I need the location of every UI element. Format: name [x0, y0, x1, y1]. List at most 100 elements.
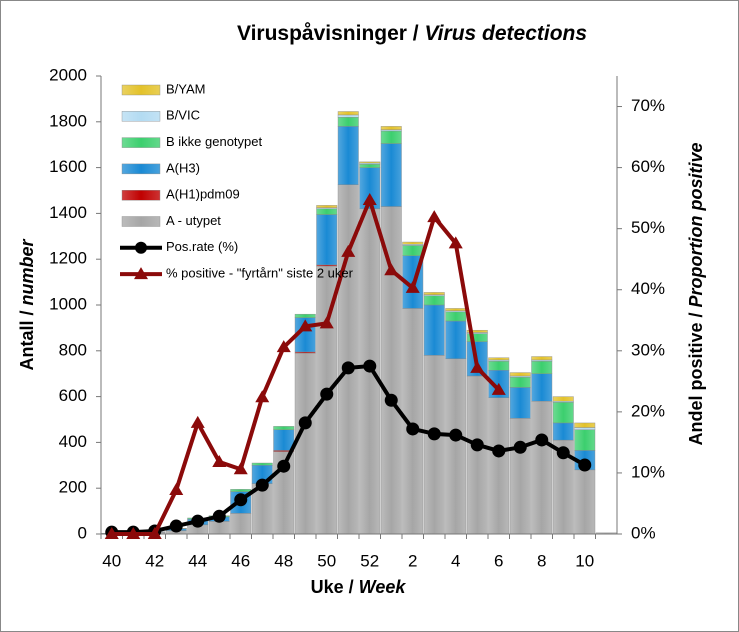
bar-segment	[488, 397, 510, 535]
bar-segment	[574, 422, 596, 428]
line-marker	[362, 192, 377, 205]
bar-segment	[531, 400, 553, 535]
line-marker	[255, 390, 270, 403]
y-tick-label: 1400	[49, 203, 87, 222]
bar-segment	[380, 130, 402, 144]
bar-segment	[552, 422, 574, 441]
bar-segment	[445, 311, 467, 322]
y-tick-label: 200	[59, 478, 87, 497]
bar-segment	[552, 396, 574, 402]
y-label-italic: number	[17, 238, 37, 305]
bar-segment	[423, 304, 445, 356]
line-marker	[277, 459, 291, 473]
bar-segment	[509, 387, 531, 419]
y2-tick-label: 40%	[631, 279, 665, 298]
line-marker	[341, 244, 356, 257]
legend-swatch	[121, 189, 161, 201]
bar-segment	[380, 206, 402, 535]
line-marker	[406, 422, 420, 436]
y-tick-label: 800	[59, 340, 87, 359]
bar-segment	[402, 245, 424, 256]
line-marker	[212, 454, 227, 467]
bar-segment	[466, 375, 488, 535]
bar-segment	[423, 355, 445, 535]
legend-label: Pos.rate (%)	[166, 239, 238, 254]
x-tick-label: 4	[451, 551, 460, 570]
bar-segment	[380, 126, 402, 131]
bar-segment	[359, 163, 381, 168]
line-marker	[470, 360, 485, 373]
bar-segment	[294, 352, 316, 535]
line-marker	[169, 483, 184, 496]
bar-segment	[337, 111, 359, 116]
bar-segment	[294, 313, 316, 318]
bar-segment	[402, 241, 424, 245]
legend-swatch	[121, 137, 161, 148]
bar-segment	[488, 360, 510, 371]
line-marker	[492, 444, 506, 458]
bar-segment	[359, 161, 381, 164]
y2-tick-label: 30%	[631, 340, 665, 359]
bar-segment	[509, 372, 531, 377]
legend-label: A(H1)pdm09	[166, 187, 240, 202]
legend-label: B ikke genotypet	[166, 134, 263, 149]
y2-label-italic: Proportion positive	[686, 142, 706, 307]
line-marker	[384, 263, 399, 276]
bar-segment	[509, 376, 531, 388]
y-tick-label: 1600	[49, 157, 87, 176]
line-marker	[513, 440, 527, 454]
line-marker	[233, 462, 248, 475]
x-tick-label: 10	[575, 551, 594, 570]
x-tick-label: 52	[360, 551, 379, 570]
legend-swatch	[121, 216, 161, 227]
bar-segment	[251, 462, 273, 466]
x-tick-label: 42	[145, 551, 164, 570]
line-marker	[298, 416, 312, 430]
bar-segment	[574, 427, 596, 431]
title-italic: Virus detections	[424, 22, 587, 45]
x-tick-label: 48	[274, 551, 293, 570]
legend-label: B/VIC	[166, 108, 200, 123]
line-marker	[255, 478, 269, 492]
line-marker	[320, 387, 334, 401]
line-marker	[578, 458, 592, 472]
y2-tick-label: 70%	[631, 96, 665, 115]
legend-label: % positive - "fyrtårn" siste 2 uker	[166, 266, 354, 281]
legend-swatch	[121, 84, 161, 96]
legend-swatch	[121, 111, 161, 122]
line-marker	[234, 493, 248, 507]
bar-segment	[423, 295, 445, 306]
bar-segment	[574, 429, 596, 451]
line-marker	[556, 446, 570, 460]
y-tick-label: 1200	[49, 249, 87, 268]
line-marker	[298, 319, 313, 332]
line-marker	[319, 316, 334, 329]
y2-label-main: Andel positive /	[686, 307, 706, 445]
bar-segment	[423, 292, 445, 295]
bar-segment	[531, 356, 553, 361]
bar-segment	[337, 117, 359, 127]
legend-swatch	[121, 163, 161, 175]
line-marker	[405, 280, 420, 293]
line-marker	[104, 527, 119, 539]
bar-segment	[531, 360, 553, 374]
y2-axis-label: Andel positive / Proportion positive	[686, 142, 706, 445]
x-tick-label: 50	[317, 551, 336, 570]
y-tick-label: 1800	[49, 111, 87, 130]
y-tick-label: 2000	[49, 65, 87, 84]
x-tick-label: 40	[102, 551, 121, 570]
x-tick-label: 6	[494, 551, 503, 570]
bar-segment	[466, 329, 488, 333]
line-marker	[212, 509, 226, 523]
line-marker	[427, 427, 441, 441]
y-tick-label: 400	[59, 432, 87, 451]
line-marker	[363, 359, 377, 373]
legend-marker	[135, 241, 147, 254]
line-marker	[449, 428, 463, 442]
x-label-italic: Week	[359, 577, 407, 597]
line-marker	[448, 236, 463, 249]
bar-segment	[230, 513, 252, 535]
line-marker	[341, 361, 355, 375]
bar-segment	[230, 489, 252, 492]
y2-tick-label: 0%	[631, 523, 656, 542]
